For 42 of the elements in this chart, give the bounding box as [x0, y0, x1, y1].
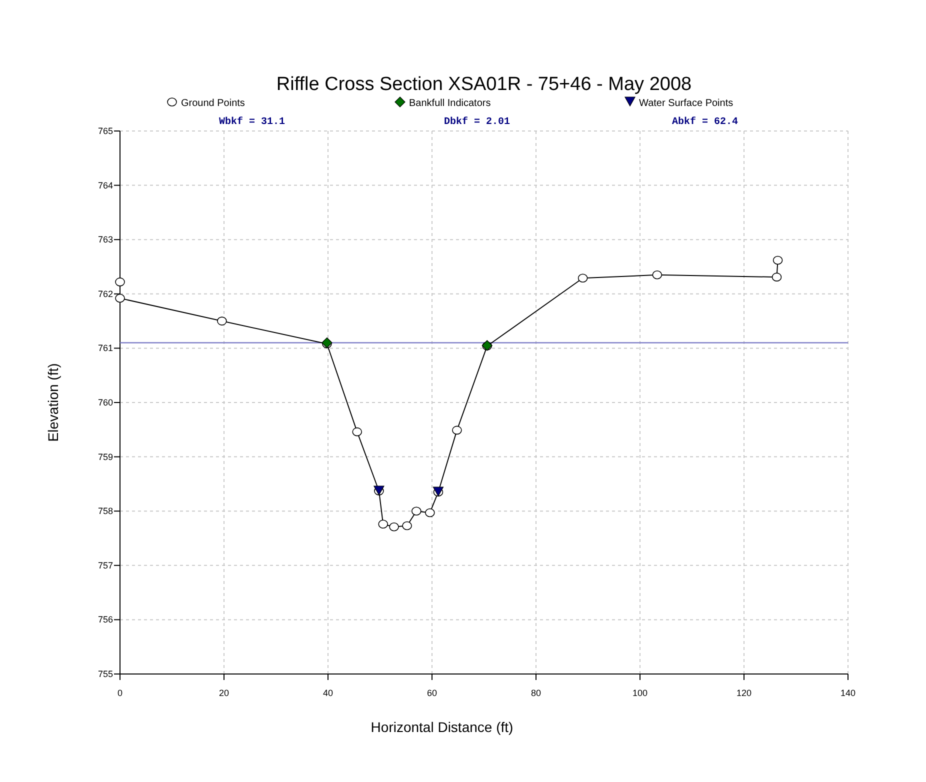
- x-tick-label: 120: [736, 688, 752, 698]
- legend-label: Bankfull Indicators: [409, 98, 491, 109]
- x-tick-label: 100: [632, 688, 648, 698]
- y-tick-label: 755: [98, 669, 113, 679]
- x-tick-label: 80: [530, 688, 542, 698]
- y-tick-label: 761: [98, 343, 113, 354]
- x-tick-label: 40: [322, 688, 334, 698]
- y-tick-label: 765: [98, 126, 113, 136]
- y-tick-label: 763: [98, 234, 113, 245]
- point: [115, 294, 125, 303]
- chart-title: Riffle Cross Section XSA01R - 75+46 - May 2008: [276, 74, 692, 95]
- y-tick-label: 757: [98, 560, 113, 570]
- point: [389, 522, 399, 532]
- point: [425, 508, 435, 518]
- point: [652, 270, 662, 280]
- point: [115, 278, 125, 286]
- x-tick-label: 140: [840, 688, 856, 698]
- y-tick-label: 758: [98, 506, 113, 516]
- point: [217, 316, 227, 326]
- y-tick-label: 762: [98, 288, 113, 299]
- x-axis-title: Horizontal Distance (ft): [370, 719, 514, 735]
- text: Dbkf = 2.01: [444, 116, 510, 128]
- point: [402, 521, 412, 530]
- text: Wbkf = 31.1: [218, 116, 286, 128]
- point: [772, 272, 782, 282]
- legend-label: Water Surface Points: [639, 98, 734, 109]
- point: [378, 520, 388, 529]
- text: Abkf = 62.4: [672, 116, 738, 128]
- point: [352, 427, 362, 436]
- point: [412, 506, 422, 516]
- y-tick-label: 756: [98, 614, 113, 625]
- x-tick-label: 60: [426, 688, 438, 698]
- y-tick-label: 760: [98, 398, 113, 408]
- x-tick-label: 20: [218, 688, 230, 698]
- y-axis-title: Elevation (ft): [45, 363, 61, 442]
- x-tick-label: 0: [117, 688, 123, 698]
- point: [772, 256, 783, 265]
- point: [452, 426, 462, 435]
- y-tick-label: 764: [98, 180, 113, 190]
- point: [578, 274, 588, 283]
- legend-label: Ground Points: [181, 98, 245, 109]
- y-tick-label: 759: [98, 452, 113, 462]
